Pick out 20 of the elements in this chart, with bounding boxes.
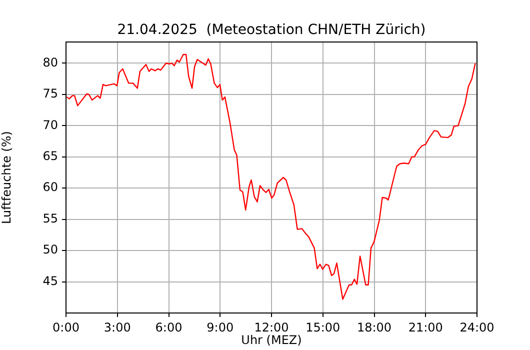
x-tick-label: 24:00 [460, 320, 494, 334]
y-tick-label: 75 [42, 86, 58, 101]
x-tick-label: 18:00 [356, 320, 392, 334]
x-tick-label: 3:00 [104, 320, 131, 334]
x-tick-label: 12:00 [254, 320, 289, 334]
x-tick-label: 6:00 [155, 320, 182, 334]
x-tick-label: 0:00 [52, 320, 80, 334]
x-tick-label: 21:00 [408, 320, 443, 334]
y-tick-label: 80 [42, 55, 58, 70]
chart-title: 21.04.2025 (Meteostation CHN/ETH Zürich) [117, 22, 426, 38]
y-axis-title: Luftfeuchte (%) [0, 131, 14, 224]
x-tick-label: 15:00 [306, 320, 340, 334]
y-tick-label: 55 [42, 211, 58, 226]
y-tick-label: 70 [42, 118, 58, 132]
y-tick-label: 60 [42, 180, 58, 194]
x-axis-title: Uhr (MEZ) [241, 332, 302, 347]
y-tick-label: 45 [42, 274, 58, 288]
y-tick-label: 65 [42, 149, 58, 164]
y-tick-label: 50 [42, 242, 58, 257]
x-tick-label: 9:00 [206, 320, 234, 334]
